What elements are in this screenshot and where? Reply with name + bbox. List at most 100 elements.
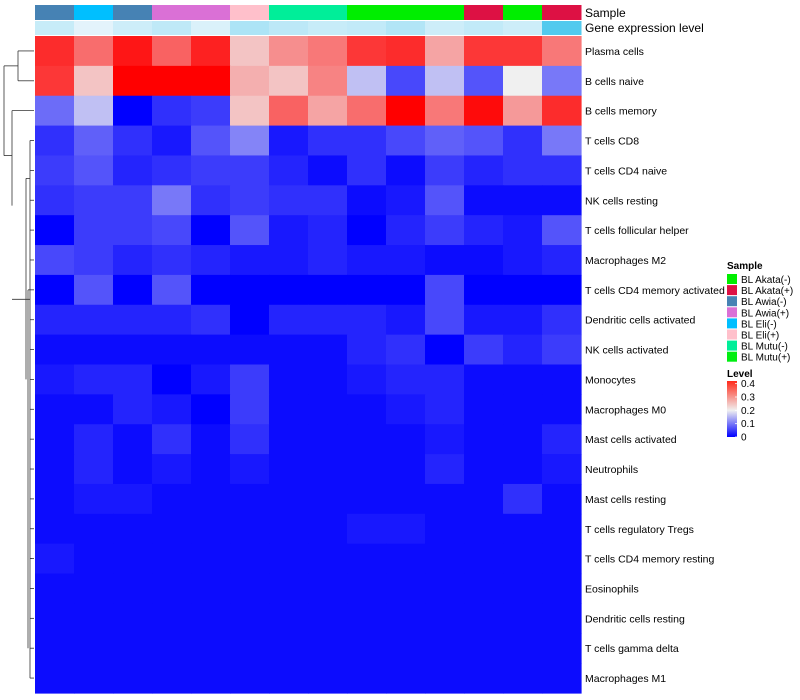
legend-swatch [727, 340, 737, 351]
legend-level-tick-label: 0.3 [741, 393, 755, 404]
row-label: Macrophages M2 [585, 255, 666, 267]
heatmap-cell [35, 185, 75, 216]
heatmap-cell [35, 483, 75, 515]
heatmap-cell [230, 573, 270, 605]
heatmap-cell [503, 394, 543, 425]
heatmap-cell [230, 334, 270, 366]
row-label: T cells CD4 naive [585, 165, 667, 177]
heatmap-cell [230, 633, 270, 664]
heatmap-cell [425, 215, 465, 246]
heatmap-cell [425, 185, 465, 216]
heatmap-cell [269, 185, 309, 216]
heatmap-cell [425, 304, 465, 336]
heatmap-cell [503, 483, 543, 515]
heatmap-cells [35, 36, 582, 694]
heatmap-cell [35, 543, 75, 575]
expression-annotation-cell [113, 21, 153, 35]
heatmap-cell [35, 36, 75, 67]
heatmap-cell [542, 394, 582, 425]
heatmap-cell [308, 304, 348, 336]
heatmap-cell [191, 424, 231, 455]
heatmap-cell [113, 543, 153, 575]
heatmap-cell [35, 364, 75, 395]
heatmap-cell [347, 663, 387, 694]
heatmap-cell [230, 543, 270, 575]
sample-annotation-cell [191, 5, 231, 20]
heatmap-cell [308, 603, 348, 634]
heatmap-cell [113, 394, 153, 425]
heatmap-cell [269, 334, 309, 366]
heatmap-cell [347, 185, 387, 216]
heatmap-cell [425, 573, 465, 605]
heatmap-cell [464, 245, 504, 276]
heatmap-cell [74, 603, 114, 634]
heatmap-cell [425, 543, 465, 575]
heatmap-cell [230, 603, 270, 634]
expression-annotation-cell [191, 21, 231, 35]
row-dendrogram [3, 50, 34, 679]
heatmap-cell [425, 334, 465, 366]
heatmap-cell [386, 394, 426, 425]
heatmap-cell [191, 603, 231, 634]
heatmap-cell [386, 424, 426, 455]
heatmap-cell [464, 543, 504, 575]
heatmap-cell [308, 334, 348, 366]
heatmap-cell [464, 483, 504, 515]
heatmap-cell [347, 394, 387, 425]
heatmap-cell [74, 125, 114, 157]
heatmap-cell [386, 573, 426, 605]
legend-swatch [727, 351, 737, 362]
heatmap-cell [269, 364, 309, 395]
heatmap-cell [191, 304, 231, 336]
heatmap-cell [152, 185, 192, 216]
heatmap-cell [425, 633, 465, 664]
legend-level-title: Level [727, 369, 753, 380]
heatmap-cell [113, 633, 153, 664]
heatmap-cell [269, 663, 309, 694]
heatmap-cell [347, 65, 387, 97]
heatmap-cell [74, 95, 114, 127]
sample-annotation-cell [503, 5, 543, 20]
heatmap-cell [308, 185, 348, 216]
heatmap-cell [113, 603, 153, 634]
heatmap-cell [464, 274, 504, 306]
heatmap-cell [503, 215, 543, 246]
legend-swatch [727, 329, 737, 340]
heatmap-cell [74, 663, 114, 694]
legend-level-tick-label: 0.4 [741, 379, 755, 390]
heatmap-cell [191, 454, 231, 485]
heatmap-cell [113, 454, 153, 485]
heatmap-cell [347, 304, 387, 336]
heatmap-cell [74, 364, 114, 395]
heatmap-cell [74, 454, 114, 485]
heatmap-cell [464, 36, 504, 67]
heatmap-cell [386, 274, 426, 306]
heatmap-cell [347, 483, 387, 515]
heatmap-cell [269, 483, 309, 515]
heatmap-cell [308, 573, 348, 605]
row-label: T cells CD8 [585, 136, 639, 148]
heatmap-cell [113, 483, 153, 515]
heatmap-cell [113, 334, 153, 366]
heatmap-cell [35, 394, 75, 425]
heatmap-cell [542, 364, 582, 395]
heatmap-cell [425, 454, 465, 485]
heatmap-cell [269, 65, 309, 97]
heatmap-cell [308, 155, 348, 186]
heatmap-cell [347, 215, 387, 246]
expression-annotation-cell [152, 21, 192, 35]
heatmap-cell [152, 483, 192, 515]
annotation-label-expression: Gene expression level [585, 21, 704, 35]
heatmap-cell [542, 663, 582, 694]
heatmap-cell [425, 364, 465, 395]
row-label: Dendritic cells activated [585, 315, 695, 327]
heatmap-cell [113, 125, 153, 157]
heatmap-cell [35, 334, 75, 366]
heatmap-cell [542, 125, 582, 157]
heatmap-cell [113, 65, 153, 97]
heatmap-cell [386, 663, 426, 694]
row-label: T cells regulatory Tregs [585, 524, 694, 536]
heatmap-cell [152, 65, 192, 97]
heatmap-cell [191, 334, 231, 366]
heatmap-cell [425, 245, 465, 276]
